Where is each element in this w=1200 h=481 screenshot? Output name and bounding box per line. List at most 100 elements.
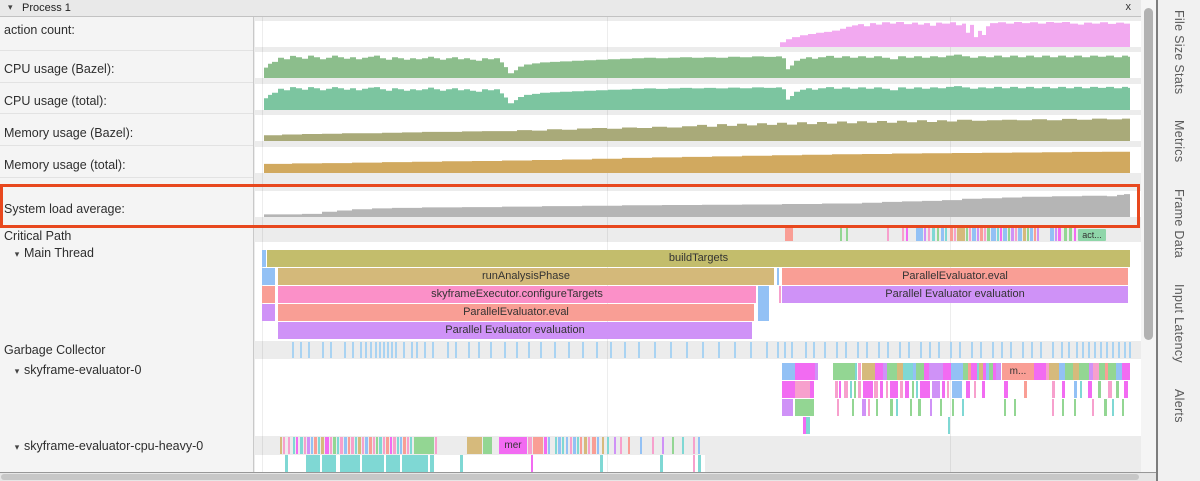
evaluator-event[interactable]: [863, 381, 873, 398]
cpu-heavy-event[interactable]: [362, 455, 384, 472]
gc-event[interactable]: [624, 342, 626, 358]
cpu-heavy-event[interactable]: [460, 455, 463, 472]
evaluator-event[interactable]: [1089, 363, 1093, 380]
cpu-heavy-event[interactable]: [386, 437, 389, 454]
critical-path-badge[interactable]: act...: [1078, 229, 1106, 241]
gc-event[interactable]: [1094, 342, 1096, 358]
flame-bar[interactable]: ParallelEvaluator.eval: [278, 304, 754, 321]
cpu-heavy-event[interactable]: [402, 455, 428, 472]
evaluator-event[interactable]: [1116, 363, 1122, 380]
evaluator-event[interactable]: [948, 417, 950, 434]
critical-path-event[interactable]: [1023, 228, 1026, 241]
evaluator-event[interactable]: [916, 363, 924, 380]
gc-event[interactable]: [929, 342, 931, 358]
evaluator-event[interactable]: [1080, 381, 1082, 398]
evaluator-event[interactable]: [963, 363, 968, 380]
evaluator-event[interactable]: [968, 363, 971, 380]
evaluator-event[interactable]: [1108, 363, 1116, 380]
gc-event[interactable]: [836, 342, 838, 358]
cpu-heavy-event[interactable]: [280, 437, 282, 454]
evaluator-event[interactable]: [1093, 363, 1099, 380]
cpu-heavy-event[interactable]: [407, 437, 409, 454]
evaluator-event[interactable]: [886, 381, 888, 398]
evaluator-event[interactable]: [918, 399, 921, 416]
cpu-heavy-event[interactable]: [566, 437, 568, 454]
evaluator-event[interactable]: m...: [1002, 363, 1034, 380]
gc-event[interactable]: [1088, 342, 1090, 358]
gc-event[interactable]: [1061, 342, 1063, 358]
gc-event[interactable]: [424, 342, 426, 358]
counter-chart-mem-bazel[interactable]: [262, 115, 1131, 141]
gc-event[interactable]: [777, 342, 779, 358]
counter-chart-system-load[interactable]: [262, 191, 1131, 217]
cpu-heavy-event[interactable]: [365, 437, 368, 454]
evaluator-event[interactable]: [1046, 363, 1049, 380]
gc-event[interactable]: [292, 342, 294, 358]
evaluator-event[interactable]: [1105, 363, 1108, 380]
gc-event[interactable]: [540, 342, 542, 358]
gc-event[interactable]: [1052, 342, 1054, 358]
cpu-heavy-event[interactable]: [379, 437, 382, 454]
evaluator-event[interactable]: [1065, 363, 1073, 380]
critical-path-event[interactable]: [987, 228, 990, 241]
evaluator-event[interactable]: [782, 381, 795, 398]
gc-event[interactable]: [582, 342, 584, 358]
cpu-heavy-event[interactable]: [548, 437, 550, 454]
gc-event[interactable]: [1118, 342, 1120, 358]
critical-path-event[interactable]: [1003, 228, 1007, 241]
tab-file-size-stats[interactable]: File Size Stats: [1172, 10, 1186, 95]
horizontal-scrollbar-thumb[interactable]: [1, 474, 1139, 480]
close-icon[interactable]: x: [1125, 1, 1132, 13]
cpu-heavy-event[interactable]: [592, 437, 596, 454]
evaluator-event[interactable]: [1104, 399, 1107, 416]
evaluator-event[interactable]: [1049, 363, 1059, 380]
cpu-heavy-event[interactable]: [306, 455, 320, 472]
critical-path-event[interactable]: [945, 228, 947, 241]
cpu-heavy-event[interactable]: [570, 437, 572, 454]
cpu-heavy-event[interactable]: [435, 437, 437, 454]
critical-path-event[interactable]: [1034, 228, 1036, 241]
critical-path-event[interactable]: [1074, 228, 1076, 241]
evaluator-event[interactable]: [943, 363, 951, 380]
tab-metrics[interactable]: Metrics: [1172, 120, 1186, 163]
critical-path-event[interactable]: [916, 228, 923, 241]
evaluator-event[interactable]: [782, 363, 795, 380]
evaluator-event[interactable]: [903, 363, 913, 380]
collapse-arrow-icon[interactable]: ▾: [14, 249, 20, 259]
cpu-heavy-event[interactable]: [340, 437, 343, 454]
critical-path-event[interactable]: [969, 228, 971, 241]
cpu-heavy-event[interactable]: [555, 437, 557, 454]
cpu-heavy-event[interactable]: [344, 437, 347, 454]
gc-event[interactable]: [784, 342, 786, 358]
gc-event[interactable]: [1076, 342, 1078, 358]
evaluator-event[interactable]: [839, 381, 841, 398]
evaluator-event[interactable]: [962, 399, 964, 416]
critical-path-event[interactable]: [980, 228, 983, 241]
critical-path-event[interactable]: [1018, 228, 1022, 241]
gc-event[interactable]: [308, 342, 310, 358]
cpu-heavy-event[interactable]: [577, 437, 579, 454]
gc-event[interactable]: [1106, 342, 1108, 358]
cpu-heavy-event[interactable]: [351, 437, 354, 454]
gc-event[interactable]: [391, 342, 393, 358]
cpu-heavy-event[interactable]: [321, 437, 324, 454]
evaluator-event[interactable]: [897, 363, 903, 380]
critical-path-event[interactable]: [906, 228, 908, 241]
cpu-heavy-event[interactable]: [660, 455, 663, 472]
gc-event[interactable]: [375, 342, 377, 358]
critical-path-event[interactable]: [972, 228, 976, 241]
critical-path-event[interactable]: [924, 228, 926, 241]
evaluator-event[interactable]: [1062, 399, 1064, 416]
gc-event[interactable]: [887, 342, 889, 358]
cpu-heavy-event[interactable]: [300, 437, 303, 454]
gc-event[interactable]: [866, 342, 868, 358]
evaluator-event[interactable]: [1079, 363, 1089, 380]
flame-bar[interactable]: [262, 268, 275, 285]
cpu-heavy-event[interactable]: [383, 437, 385, 454]
gc-event[interactable]: [370, 342, 372, 358]
timeline-region[interactable]: act... buildTargets runAnalysisPhase Parall…: [255, 17, 1141, 472]
cpu-heavy-event[interactable]: [698, 437, 700, 454]
gc-event[interactable]: [300, 342, 302, 358]
gc-event[interactable]: [638, 342, 640, 358]
evaluator-event[interactable]: [905, 381, 909, 398]
